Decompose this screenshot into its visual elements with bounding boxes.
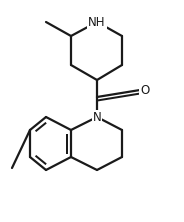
Text: N: N bbox=[93, 111, 101, 123]
Text: NH: NH bbox=[88, 16, 106, 28]
Text: O: O bbox=[140, 83, 149, 97]
